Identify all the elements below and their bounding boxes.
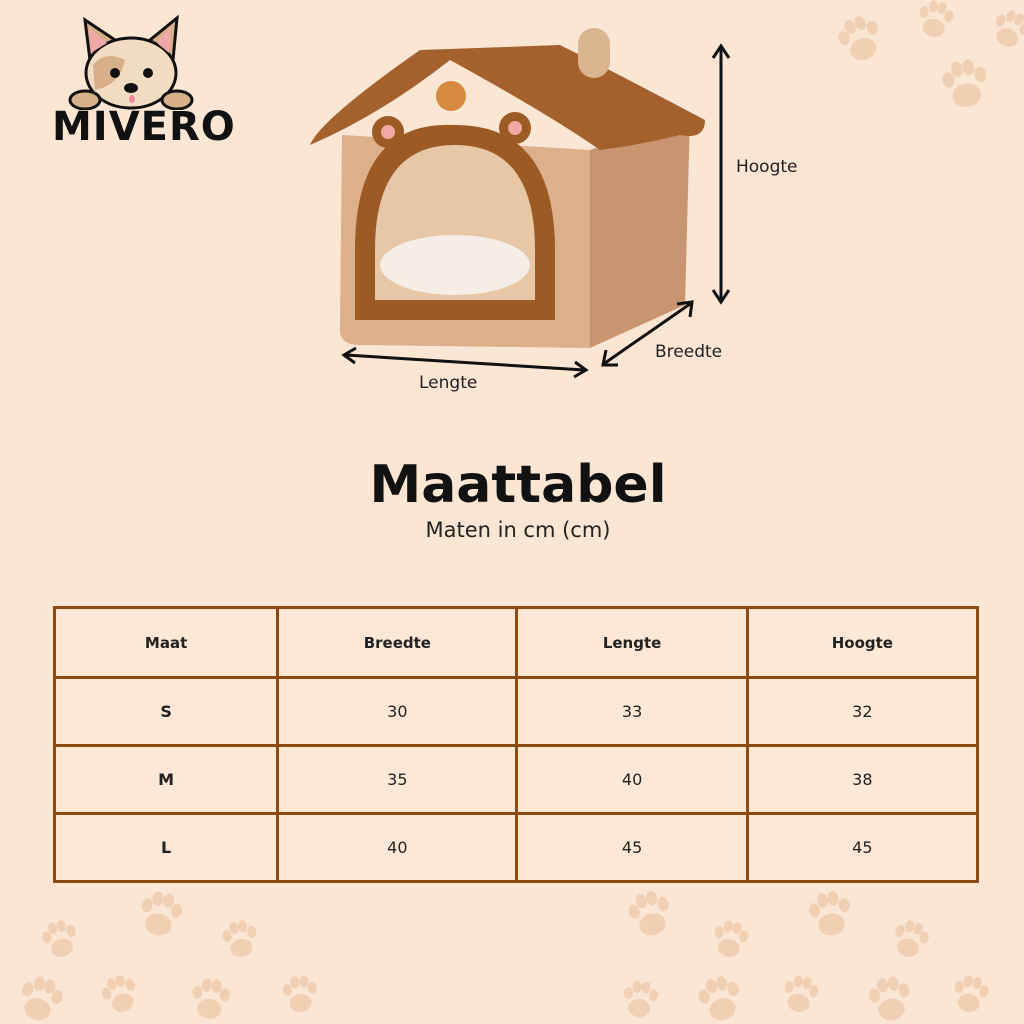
cell-size: M — [52, 744, 280, 815]
table-header-row: Maat Breedte Lengte Hoogte — [52, 606, 980, 679]
brand-logo-text: MIVERO — [52, 104, 236, 150]
height-label: Hoogte — [736, 157, 798, 177]
header-lengte: Lengte — [515, 606, 749, 679]
cell-hoogte: 32 — [745, 676, 980, 747]
table-row: S 30 33 32 — [52, 676, 980, 747]
cell-hoogte: 38 — [745, 744, 980, 815]
header-maat: Maat — [52, 606, 280, 679]
table-row: L 40 45 45 — [52, 812, 980, 883]
dimension-arrows — [341, 43, 731, 379]
cell-breedte: 30 — [276, 676, 519, 747]
cell-size: S — [52, 676, 280, 747]
cell-hoogte: 45 — [745, 812, 980, 883]
header-breedte: Breedte — [276, 606, 519, 679]
cell-breedte: 40 — [276, 812, 519, 883]
size-table: Maat Breedte Lengte Hoogte S 30 33 32 M … — [52, 606, 980, 883]
cell-lengte: 33 — [515, 676, 749, 747]
length-label: Lengte — [419, 373, 478, 393]
cell-lengte: 45 — [515, 812, 749, 883]
page-subtitle: Maten in cm (cm) — [425, 518, 611, 542]
brand-logo-dog — [68, 15, 194, 110]
pet-house-image — [310, 28, 705, 348]
header-hoogte: Hoogte — [745, 606, 980, 679]
cell-lengte: 40 — [515, 744, 749, 815]
cell-breedte: 35 — [276, 744, 519, 815]
width-label: Breedte — [655, 342, 723, 362]
table-row: M 35 40 38 — [52, 744, 980, 815]
page-title: Maattabel — [369, 455, 667, 515]
cell-size: L — [52, 812, 280, 883]
